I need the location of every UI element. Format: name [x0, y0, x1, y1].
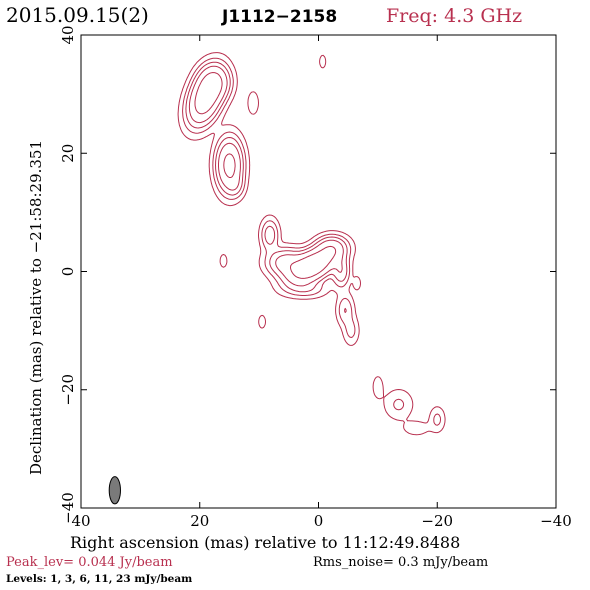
contour-level-23-mJy	[194, 72, 337, 279]
plot-frame	[80, 34, 557, 509]
x-axis-label: Right ascension (mas) relative to 11:12:…	[70, 533, 460, 552]
y-tick-label: 20	[59, 144, 77, 163]
rms-noise-text: Rms_noise= 0.3 mJy/beam	[313, 555, 488, 570]
y-tick-label: −20	[59, 374, 77, 406]
y-tick-label: 40	[59, 25, 77, 44]
peak-level-text: Peak_lev= 0.044 Jy/beam	[6, 555, 173, 570]
contour-level-1-mJy	[177, 52, 446, 436]
x-tick-label: 0	[314, 512, 324, 530]
contour-level-6-mJy	[185, 61, 348, 313]
contour-level-3-mJy	[182, 57, 441, 426]
y-tick-label: 0	[59, 267, 77, 277]
contour-levels-text: Levels: 1, 3, 6, 11, 23 mJy/beam	[6, 573, 192, 585]
y-axis-label: Declination (mas) relative to −21:58:29.…	[27, 140, 45, 475]
y-tick-label: −40	[59, 492, 77, 524]
x-tick-label: −20	[421, 512, 453, 530]
header-source: J1112−2158	[221, 7, 337, 27]
x-tick-label: 20	[190, 512, 209, 530]
x-tick-label: −40	[540, 512, 572, 530]
header-frequency: Freq: 4.3 GHz	[386, 5, 522, 27]
x-tick-label: 40	[71, 512, 90, 530]
contour-level-11-mJy	[188, 65, 344, 287]
beam-ellipse	[108, 476, 121, 505]
header-date: 2015.09.15(2)	[6, 3, 149, 27]
